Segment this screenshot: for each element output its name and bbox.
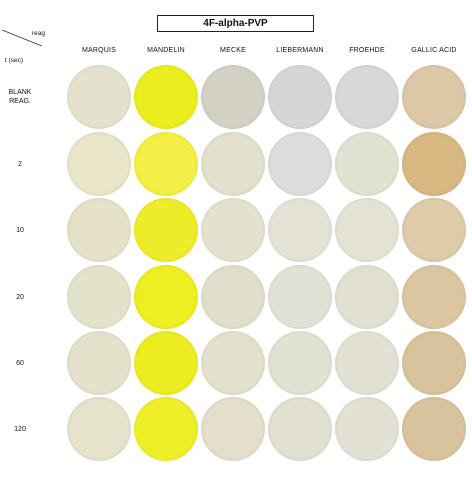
test-well [402, 198, 466, 262]
test-well [67, 132, 131, 196]
row-header: 10 [16, 226, 24, 234]
test-well [268, 65, 332, 129]
column-header: FROEHDE [349, 47, 385, 54]
test-well [335, 198, 399, 262]
test-well [402, 331, 466, 395]
column-header: LIEBERMANN [276, 47, 324, 54]
test-well [402, 132, 466, 196]
row-header: 20 [16, 293, 24, 301]
test-well [268, 132, 332, 196]
test-well [67, 198, 131, 262]
test-well [67, 397, 131, 461]
test-well [134, 397, 198, 461]
row-header: 2 [18, 160, 22, 168]
corner-divider [2, 30, 42, 46]
test-well [134, 132, 198, 196]
test-well [201, 265, 265, 329]
test-well [67, 65, 131, 129]
test-well [201, 397, 265, 461]
page-title: 4F-alpha-PVP [157, 15, 314, 32]
test-well [335, 65, 399, 129]
test-well [134, 198, 198, 262]
test-well [268, 331, 332, 395]
test-well [201, 198, 265, 262]
test-well [268, 198, 332, 262]
test-well [402, 265, 466, 329]
test-well [335, 265, 399, 329]
column-header: MARQUIS [81, 47, 117, 54]
test-well [268, 397, 332, 461]
row-header: 60 [16, 359, 24, 367]
test-well [402, 65, 466, 129]
test-well [67, 265, 131, 329]
reagent-axis-label: reag [32, 30, 46, 37]
test-well [67, 331, 131, 395]
test-well [335, 397, 399, 461]
column-header: MANDELIN [147, 47, 185, 54]
test-well [201, 65, 265, 129]
test-well [201, 132, 265, 196]
test-well [134, 265, 198, 329]
test-well [201, 331, 265, 395]
row-header: 120 [14, 425, 26, 433]
test-well [402, 397, 466, 461]
time-axis-label: t (sec) [5, 57, 24, 64]
test-well [134, 331, 198, 395]
test-well [268, 265, 332, 329]
column-header: MECKE [220, 47, 246, 54]
column-header: GALLIC ACID [411, 47, 457, 54]
row-header: BLANK REAG. [8, 89, 32, 105]
test-well [134, 65, 198, 129]
test-well [335, 132, 399, 196]
test-well [335, 331, 399, 395]
